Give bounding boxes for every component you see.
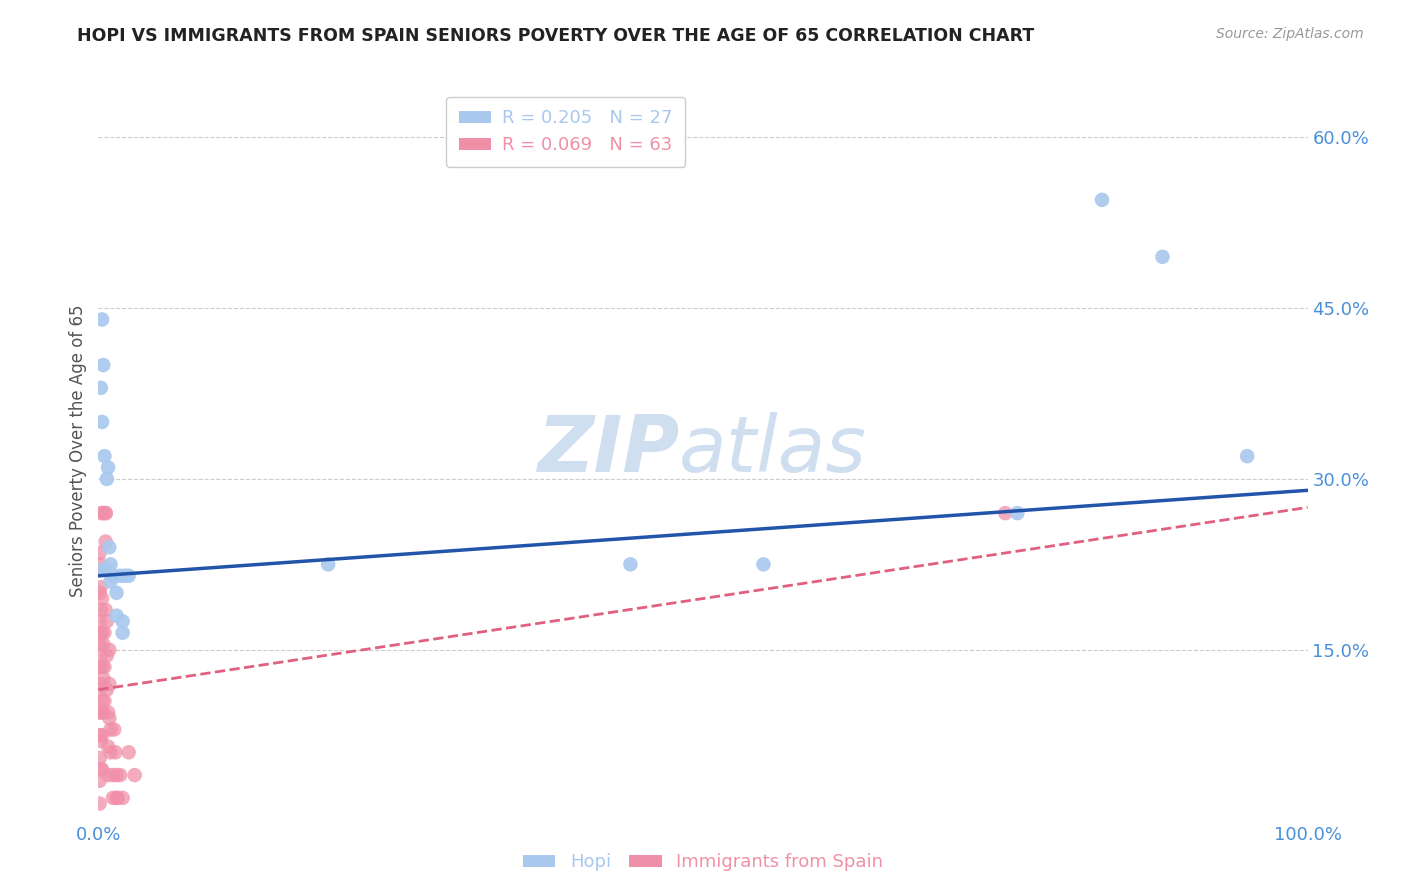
Point (1091, 193, 1114, 207)
Point (108, 768, 131, 782)
Point (994, 506, 1017, 520)
Point (91, 506, 114, 520)
Point (91, 506, 114, 520)
Point (118, 568, 141, 582)
Point (91, 358, 114, 372)
Point (89, 563, 111, 577)
Point (94, 603, 117, 617)
Point (100, 745, 122, 759)
Point (104, 745, 127, 759)
Point (90, 625, 112, 640)
Point (98, 541, 121, 555)
Point (100, 723, 122, 737)
Point (94, 534, 117, 549)
Point (91, 763, 114, 777)
Point (96, 472, 118, 486)
Point (89, 563, 111, 577)
Point (105, 608, 128, 623)
Point (108, 568, 131, 582)
Point (91, 706, 114, 720)
Point (101, 790, 124, 805)
Point (90, 603, 112, 617)
Point (111, 615, 134, 629)
Point (1007, 506, 1029, 520)
Point (89, 637, 111, 651)
Point (91, 660, 114, 674)
Text: atlas: atlas (679, 412, 866, 489)
Text: Source: ZipAtlas.com: Source: ZipAtlas.com (1216, 27, 1364, 41)
Point (89, 546, 111, 560)
Point (91, 563, 114, 577)
Point (89, 586, 111, 600)
Point (90, 677, 112, 691)
Legend: R = 0.205   N = 27, R = 0.069   N = 63: R = 0.205 N = 27, R = 0.069 N = 63 (446, 96, 685, 167)
Point (97, 460, 120, 475)
Point (90, 763, 112, 777)
Point (118, 745, 141, 759)
Point (316, 558, 339, 572)
Point (114, 568, 136, 582)
Point (124, 768, 146, 782)
Point (105, 586, 128, 600)
Text: HOPI VS IMMIGRANTS FROM SPAIN SENIORS POVERTY OVER THE AGE OF 65 CORRELATION CHA: HOPI VS IMMIGRANTS FROM SPAIN SENIORS PO… (77, 27, 1035, 45)
Point (90, 706, 112, 720)
Point (91, 671, 114, 685)
Point (93, 625, 115, 640)
Point (89, 615, 111, 629)
Point (89, 728, 111, 742)
Point (90, 381, 112, 395)
Legend: Hopi, Immigrants from Spain: Hopi, Immigrants from Spain (516, 847, 890, 879)
Point (752, 558, 775, 572)
Point (91, 625, 114, 640)
Point (101, 768, 124, 782)
Y-axis label: Seniors Poverty Over the Age of 65: Seniors Poverty Over the Age of 65 (69, 304, 87, 597)
Point (89, 706, 111, 720)
Point (101, 568, 124, 582)
Point (89, 682, 111, 697)
Point (89, 751, 111, 765)
Point (619, 558, 641, 572)
Point (94, 506, 117, 520)
Point (89, 660, 111, 674)
Point (89, 773, 111, 788)
Point (98, 711, 121, 725)
Point (90, 734, 112, 748)
Point (1236, 449, 1258, 463)
Point (93, 660, 115, 674)
Point (100, 558, 122, 572)
Point (96, 615, 118, 629)
Point (91, 415, 114, 429)
Point (111, 790, 134, 805)
Text: ZIP: ZIP (537, 412, 679, 489)
Point (97, 706, 120, 720)
Point (98, 642, 121, 657)
Point (111, 625, 134, 640)
Point (91, 728, 114, 742)
Point (105, 768, 128, 782)
Point (93, 449, 115, 463)
Point (94, 563, 117, 577)
Point (90, 648, 112, 663)
Point (1152, 250, 1174, 264)
Point (91, 694, 114, 708)
Point (105, 790, 128, 805)
Point (90, 558, 112, 572)
Point (91, 591, 114, 606)
Point (91, 637, 114, 651)
Point (97, 739, 120, 754)
Point (96, 682, 118, 697)
Point (93, 694, 115, 708)
Point (94, 506, 117, 520)
Point (89, 797, 111, 811)
Point (107, 790, 129, 805)
Point (91, 312, 114, 326)
Point (103, 723, 125, 737)
Point (97, 768, 120, 782)
Point (98, 677, 121, 691)
Point (96, 648, 118, 663)
Point (100, 574, 122, 589)
Point (90, 580, 112, 594)
